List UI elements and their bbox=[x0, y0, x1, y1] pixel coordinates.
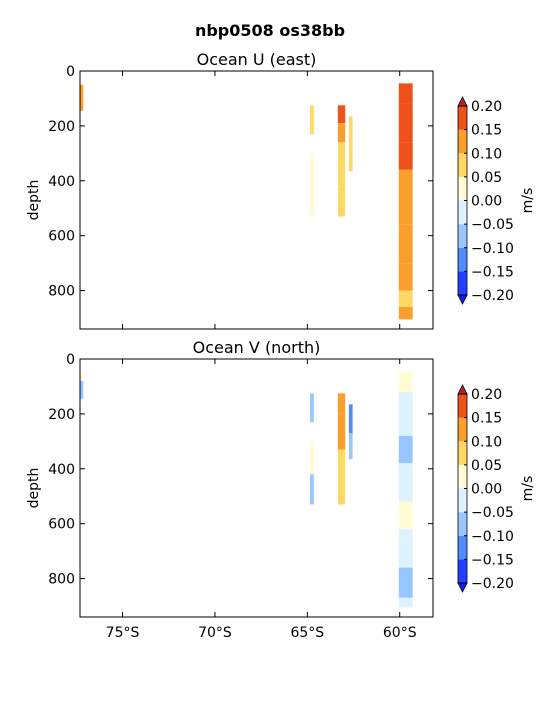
colorbar-segment bbox=[458, 153, 467, 177]
panel-title: Ocean V (north) bbox=[193, 338, 321, 357]
velocity-cell bbox=[337, 123, 346, 143]
velocity-cell bbox=[398, 263, 413, 291]
colorbar-tick-label: −0.10 bbox=[471, 529, 514, 545]
velocity-cell bbox=[310, 474, 314, 505]
velocity-cell bbox=[398, 529, 413, 568]
velocity-cell bbox=[398, 597, 413, 608]
colorbar-extend-max bbox=[457, 96, 468, 107]
colorbar-segment bbox=[458, 224, 467, 248]
velocity-cell bbox=[348, 404, 353, 434]
colorbar-segment bbox=[458, 247, 467, 272]
colorbar-tick-label: −0.20 bbox=[471, 288, 514, 304]
velocity-cell bbox=[310, 105, 314, 135]
colorbar-segment bbox=[458, 535, 467, 560]
colorbar-tick-label: −0.15 bbox=[471, 264, 514, 280]
y-tick-label: 800 bbox=[48, 284, 75, 300]
colorbar-segment bbox=[458, 417, 467, 442]
colorbar-tick-label: 0.15 bbox=[471, 123, 502, 139]
velocity-cell bbox=[398, 371, 413, 392]
colorbar-tick-label: −0.15 bbox=[471, 552, 514, 568]
axes-frame bbox=[79, 70, 434, 330]
colorbar-tick-label: 0.10 bbox=[471, 146, 502, 162]
colorbar-tick-label: −0.10 bbox=[471, 241, 514, 257]
velocity-cell bbox=[310, 441, 314, 475]
x-tick-label: 70°S bbox=[198, 625, 232, 641]
velocity-cell bbox=[398, 290, 413, 308]
velocity-cell bbox=[348, 433, 353, 460]
y-axis-label: depth bbox=[26, 468, 42, 509]
colorbar-segment bbox=[458, 441, 467, 465]
y-tick-label: 600 bbox=[48, 517, 75, 533]
velocity-cell bbox=[398, 391, 413, 436]
colorbar-segment bbox=[458, 129, 467, 154]
colorbar-tick-label: −0.05 bbox=[471, 217, 514, 233]
colorbar-tick-label: 0.15 bbox=[471, 411, 502, 427]
colorbar-tick-label: 0.10 bbox=[471, 434, 502, 450]
axes-frame bbox=[79, 358, 434, 618]
velocity-cell bbox=[337, 105, 346, 124]
velocity-cell bbox=[398, 307, 413, 320]
x-tick-label: 65°S bbox=[290, 625, 324, 641]
velocity-cell bbox=[398, 103, 413, 143]
colorbar-segment bbox=[458, 176, 467, 201]
colorbar-segment bbox=[458, 488, 467, 513]
velocity-cell bbox=[310, 153, 314, 217]
velocity-cell bbox=[337, 477, 346, 505]
velocity-cell bbox=[337, 142, 346, 187]
x-tick-label: 60°S bbox=[383, 625, 417, 641]
colorbar-tick-label: 0.05 bbox=[471, 458, 502, 474]
velocity-cell bbox=[398, 83, 413, 104]
colorbar-extend-min bbox=[457, 582, 468, 593]
velocity-cell bbox=[337, 393, 346, 414]
velocity-cell bbox=[398, 567, 413, 598]
y-tick-label: 200 bbox=[48, 407, 75, 423]
x-tick-label: 75°S bbox=[106, 625, 140, 641]
colorbar-segment bbox=[458, 394, 467, 418]
velocity-cell bbox=[398, 224, 413, 264]
y-tick-label: 400 bbox=[48, 462, 75, 478]
colorbar-tick-label: 0.20 bbox=[471, 387, 502, 403]
y-axis-label: depth bbox=[26, 180, 42, 221]
colorbar-tick-label: 0.00 bbox=[471, 194, 502, 210]
velocity-cell bbox=[398, 142, 413, 170]
colorbar-segment bbox=[458, 200, 467, 225]
velocity-cell bbox=[337, 186, 346, 217]
y-tick-label: 800 bbox=[48, 572, 75, 588]
colorbar-segment bbox=[458, 559, 467, 583]
colorbar-segment bbox=[458, 106, 467, 130]
velocity-cell bbox=[398, 463, 413, 502]
y-tick-label: 400 bbox=[48, 174, 75, 190]
velocity-cell bbox=[398, 501, 413, 530]
colorbar-tick-label: −0.05 bbox=[471, 505, 514, 521]
colorbar-extend-max bbox=[457, 384, 468, 395]
velocity-cell bbox=[80, 372, 84, 381]
velocity-cell bbox=[337, 449, 346, 478]
velocity-cell bbox=[80, 84, 84, 111]
colorbar-tick-label: 0.20 bbox=[471, 99, 502, 115]
y-tick-label: 0 bbox=[66, 352, 75, 368]
y-tick-label: 200 bbox=[48, 119, 75, 135]
panel-title: Ocean U (east) bbox=[197, 50, 317, 69]
velocity-cell bbox=[337, 413, 346, 450]
colorbar-tick-label: 0.05 bbox=[471, 170, 502, 186]
velocity-cell bbox=[398, 435, 413, 464]
velocity-cell bbox=[348, 116, 353, 146]
colorbar-segment bbox=[458, 464, 467, 489]
colorbar-label: m/s bbox=[520, 476, 536, 502]
colorbar-segment bbox=[458, 271, 467, 295]
colorbar-extend-min bbox=[457, 294, 468, 305]
colorbar-tick-label: −0.20 bbox=[471, 576, 514, 592]
y-tick-label: 0 bbox=[66, 64, 75, 80]
colorbar-segment bbox=[458, 512, 467, 536]
velocity-cell bbox=[80, 380, 84, 399]
y-tick-label: 600 bbox=[48, 229, 75, 245]
velocity-cell bbox=[310, 393, 314, 423]
velocity-cell bbox=[398, 169, 413, 225]
figure-title: nbp0508 os38bb bbox=[195, 21, 345, 40]
colorbar-label: m/s bbox=[520, 188, 536, 214]
colorbar-tick-label: 0.00 bbox=[471, 482, 502, 498]
velocity-cell bbox=[348, 145, 353, 172]
